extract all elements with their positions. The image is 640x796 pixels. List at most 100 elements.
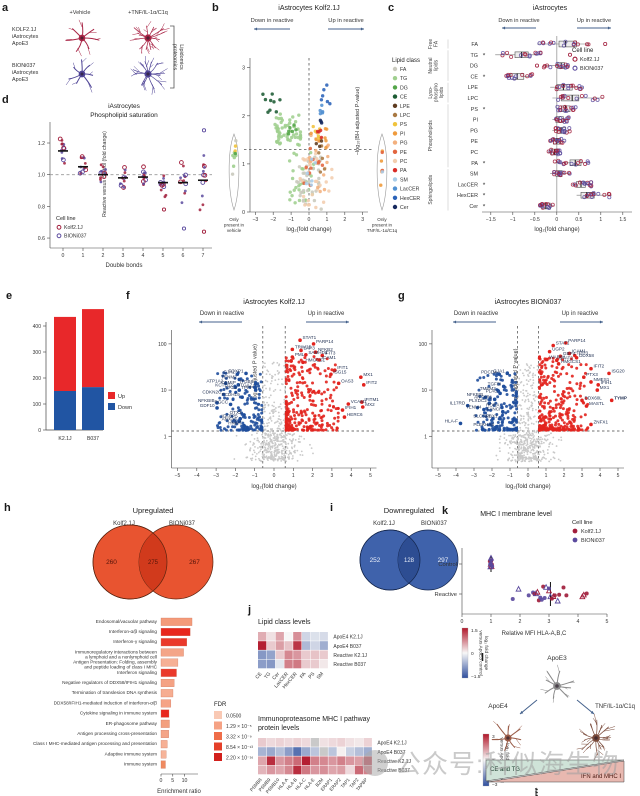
- svg-text:MX2: MX2: [365, 402, 375, 407]
- svg-text:IFIT1: IFIT1: [337, 365, 348, 370]
- svg-text:Cer: Cer: [271, 671, 281, 681]
- svg-text:PDCD4: PDCD4: [481, 369, 497, 374]
- svg-text:Enrichment ratio: Enrichment ratio: [157, 789, 201, 795]
- svg-text:*: *: [483, 204, 486, 211]
- panel-label-i: i: [330, 502, 334, 514]
- svg-text:Kolf2.1J: Kolf2.1J: [373, 521, 395, 527]
- svg-text:100: 100: [158, 342, 167, 348]
- svg-text:−3: −3: [213, 473, 219, 479]
- svg-text:DG: DG: [470, 64, 478, 70]
- panel-b-lipidomics-volcano: iAstrocytes Kolf2.1J Down in reactive Up i…: [224, 5, 421, 233]
- svg-text:2: 2: [519, 619, 522, 625]
- svg-text:−3: −3: [492, 782, 498, 788]
- svg-text:275: 275: [148, 560, 159, 566]
- svg-text:Kolf2.1J: Kolf2.1J: [64, 225, 83, 231]
- lipid-points: [230, 83, 385, 211]
- svg-text:ISG20: ISG20: [612, 368, 625, 373]
- panel-label-c: c: [388, 2, 395, 14]
- svg-text:RORA: RORA: [486, 402, 500, 407]
- svg-text:PLAU: PLAU: [486, 388, 498, 393]
- panel-label-a: a: [2, 2, 9, 14]
- svg-text:CEMIP: CEMIP: [221, 380, 236, 385]
- svg-text:IFN and MHC I: IFN and MHC I: [581, 774, 621, 780]
- svg-text:10: 10: [161, 388, 167, 394]
- svg-text:PBX1: PBX1: [486, 414, 498, 419]
- svg-text:FreeFA: FreeFA: [428, 39, 440, 50]
- svg-text:ICAM1: ICAM1: [322, 355, 336, 360]
- svg-text:IFIH1: IFIH1: [345, 405, 357, 410]
- svg-text:−1: −1: [252, 473, 258, 479]
- svg-text:PC: PC: [400, 159, 407, 165]
- svg-text:3: 3: [581, 473, 584, 479]
- svg-text:6: 6: [182, 253, 185, 259]
- svg-text:Control: Control: [438, 562, 457, 568]
- svg-text:−3: −3: [252, 217, 258, 223]
- svg-text:−1.5: −1.5: [471, 674, 481, 680]
- svg-text:PA: PA: [299, 671, 308, 680]
- svg-text:HexCER: HexCER: [457, 193, 478, 199]
- svg-text:TENM2: TENM2: [221, 374, 237, 379]
- svg-text:Reactive B037: Reactive B037: [377, 768, 410, 774]
- svg-text:100: 100: [33, 402, 42, 408]
- svg-text:FOXP1: FOXP1: [228, 368, 244, 373]
- astrocyte-glyph: [540, 664, 575, 703]
- svg-text:0.0500: 0.0500: [226, 714, 242, 720]
- svg-text:0: 0: [62, 253, 65, 259]
- svg-text:TRIM25: TRIM25: [295, 344, 312, 349]
- svg-text:HERC6: HERC6: [347, 412, 363, 417]
- svg-text:log₂ fold changeversus ApoE3 c: log₂ fold changeversus ApoE3 control: [477, 630, 489, 675]
- svg-text:IFITM1: IFITM1: [364, 397, 379, 402]
- svg-text:Class I MHC-mediated antigen p: Class I MHC-mediated antigen processing …: [33, 741, 157, 746]
- svg-text:4: 4: [350, 473, 353, 479]
- svg-text:DG: DG: [400, 85, 408, 91]
- svg-text:PG: PG: [400, 141, 408, 147]
- svg-text:Immunoproteasome MHC I pathway: Immunoproteasome MHC I pathway: [258, 716, 371, 723]
- svg-text:3: 3: [361, 217, 364, 223]
- svg-text:FDR: FDR: [214, 702, 227, 708]
- svg-text:RGCC: RGCC: [215, 399, 229, 404]
- nonsig-points: [233, 361, 314, 463]
- svg-text:ANXA3: ANXA3: [222, 416, 238, 421]
- svg-text:2: 2: [311, 473, 314, 479]
- svg-text:−1: −1: [510, 217, 516, 223]
- svg-text:ApoE4 B037: ApoE4 B037: [377, 750, 405, 756]
- svg-text:1: 1: [545, 473, 548, 479]
- downregulated-points: [215, 371, 264, 432]
- svg-text:Down in reactive: Down in reactive: [200, 311, 245, 317]
- svg-text:PLEKHA4: PLEKHA4: [473, 422, 494, 427]
- upregulated-points: [284, 355, 340, 432]
- svg-text:3: 3: [492, 734, 495, 740]
- svg-text:K2.1J: K2.1J: [58, 436, 72, 442]
- panel-k-mhc-membrane-scatter: MHC I membrane level Cell line Kolf2.1J BIO…: [434, 511, 608, 796]
- svg-text:Reactive: Reactive: [434, 592, 457, 598]
- svg-text:GBP4: GBP4: [563, 351, 576, 356]
- svg-text:BIONi037: BIONi037: [421, 521, 448, 527]
- svg-text:log₂(fold change): log₂(fold change): [534, 227, 579, 233]
- panel-h-upregulated-venn-enrichment: Upregulated Kolf2.1J BIONi037 260 275 267 Endo…: [33, 506, 253, 795]
- svg-text:LPE: LPE: [468, 85, 479, 91]
- svg-text:STAT1: STAT1: [556, 341, 570, 346]
- svg-text:ApoE3: ApoE3: [12, 41, 28, 47]
- svg-text:Cer: Cer: [469, 204, 478, 210]
- svg-text:ApoE3: ApoE3: [547, 655, 567, 662]
- svg-text:SLC5A3: SLC5A3: [473, 414, 491, 419]
- panel-label-d: d: [2, 94, 9, 106]
- svg-text:SM: SM: [316, 671, 325, 681]
- panel-label-j: j: [248, 604, 252, 616]
- svg-text:Interferon signaling: Interferon signaling: [117, 670, 157, 675]
- svg-text:Cell line: Cell line: [572, 520, 593, 526]
- svg-text:Down: Down: [118, 405, 132, 411]
- svg-text:1: 1: [164, 434, 167, 440]
- svg-text:4: 4: [599, 473, 602, 479]
- svg-text:LPC: LPC: [468, 96, 479, 102]
- svg-text:Down in reactive: Down in reactive: [498, 18, 539, 24]
- svg-text:200: 200: [33, 376, 42, 382]
- svg-text:3: 3: [548, 619, 551, 625]
- svg-text:1: 1: [82, 253, 85, 259]
- svg-text:3.32 × 10⁻⁹: 3.32 × 10⁻⁹: [226, 735, 252, 741]
- svg-text:iAstrocytes Kolf2.1J: iAstrocytes Kolf2.1J: [278, 5, 339, 12]
- svg-text:OTX2: OTX2: [230, 410, 242, 415]
- svg-text:CE: CE: [471, 74, 479, 80]
- svg-text:1.5: 1.5: [619, 217, 626, 223]
- svg-text:Only: Only: [377, 217, 387, 222]
